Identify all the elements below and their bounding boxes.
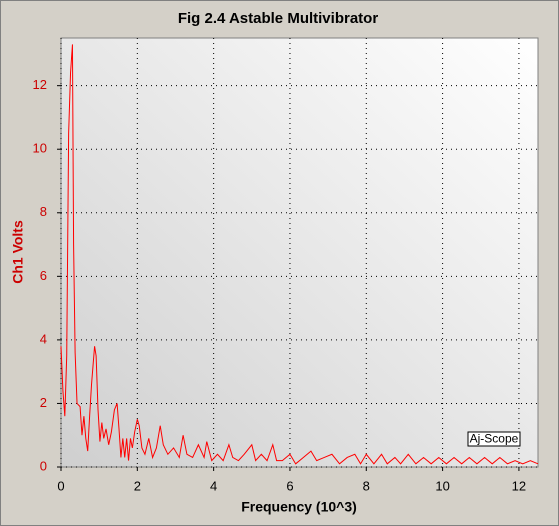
y-tick-label: 12 <box>33 77 47 92</box>
annotation: Aj-Scope <box>470 432 519 446</box>
x-tick-label: 4 <box>210 478 217 493</box>
x-tick-label: 0 <box>57 478 64 493</box>
data-line <box>60 44 539 465</box>
y-axis-label: Ch1 Volts <box>10 220 26 284</box>
y-tick-label: 6 <box>40 268 47 283</box>
y-tick-label: 0 <box>40 458 47 473</box>
plot-area <box>60 37 539 468</box>
y-tick-label: 10 <box>33 141 47 156</box>
y-tick-label: 4 <box>40 331 47 346</box>
x-tick-label: 10 <box>435 478 449 493</box>
x-tick-label: 2 <box>134 478 141 493</box>
y-tick-label: 8 <box>40 204 47 219</box>
x-tick-label: 8 <box>363 478 370 493</box>
y-tick-label: 2 <box>40 395 47 410</box>
x-axis-label: Frequency (10^3) <box>241 499 357 515</box>
chart-title: Fig 2.4 Astable Multivibrator <box>178 10 378 27</box>
x-tick-label: 12 <box>512 478 526 493</box>
x-tick-label: 6 <box>286 478 293 493</box>
annotation-box <box>467 431 521 447</box>
